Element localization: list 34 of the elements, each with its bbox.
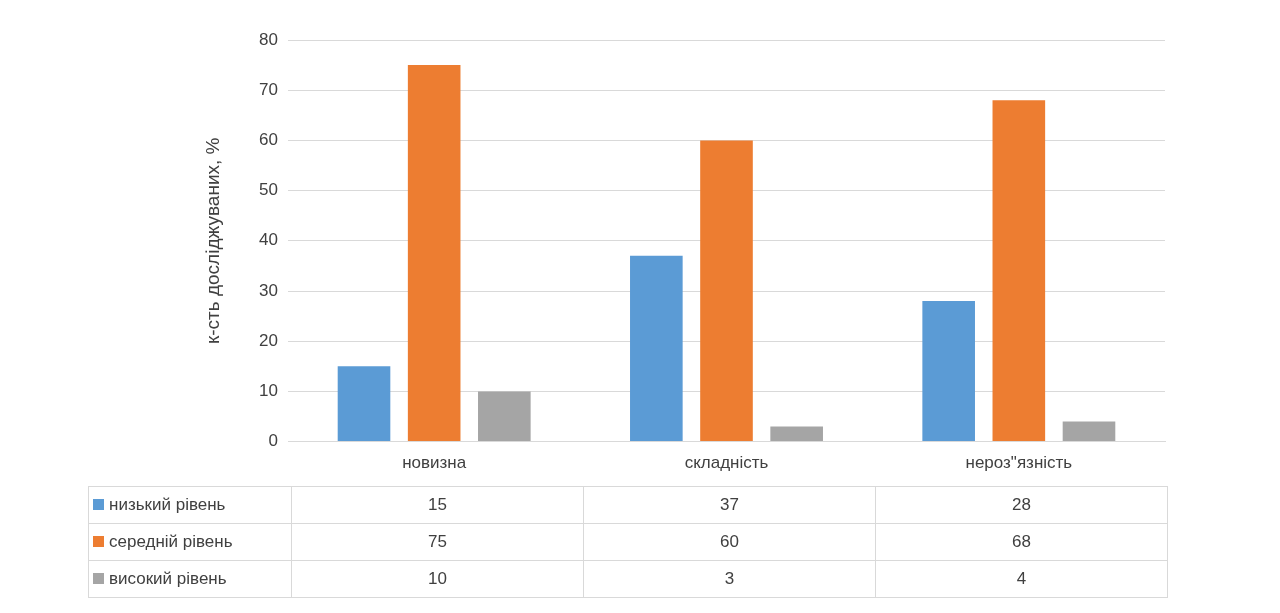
x-tick-label: нероз"язність	[965, 453, 1073, 473]
legend-label: низький рівень	[88, 486, 292, 524]
y-tick-label: 20	[259, 330, 278, 350]
data-label: 15	[291, 486, 584, 524]
y-axis-title: к-сть досліджуваних, %	[201, 137, 223, 345]
data-label: 28	[875, 486, 1168, 524]
y-tick-label: 70	[259, 79, 278, 99]
data-label: 4	[875, 560, 1168, 598]
y-tick-label: 30	[259, 280, 278, 300]
y-tick-label: 10	[259, 381, 278, 401]
bar	[478, 391, 531, 442]
data-label: 75	[291, 523, 584, 561]
data-label: 37	[583, 486, 876, 524]
bar	[407, 65, 461, 442]
y-tick-label: 40	[259, 230, 278, 250]
data-label: 60	[583, 523, 876, 561]
bar	[770, 426, 823, 442]
bar	[700, 140, 753, 442]
x-tick-label: новизна	[402, 453, 467, 473]
data-label: 10	[291, 560, 584, 598]
x-tick-label: складність	[684, 453, 769, 473]
y-tick-label: 60	[259, 130, 278, 150]
y-tick-label: 80	[259, 29, 278, 49]
data-label: 3	[583, 560, 876, 598]
data-label: 68	[875, 523, 1168, 561]
bar	[992, 100, 1046, 442]
legend-label: високий рівень	[88, 560, 292, 598]
bar	[1062, 421, 1116, 442]
bar	[922, 301, 975, 442]
legend-label: середній рівень	[88, 523, 292, 561]
bar	[630, 255, 683, 442]
bar	[337, 366, 391, 442]
y-tick-label: 0	[268, 431, 278, 451]
y-tick-label: 50	[259, 180, 278, 200]
